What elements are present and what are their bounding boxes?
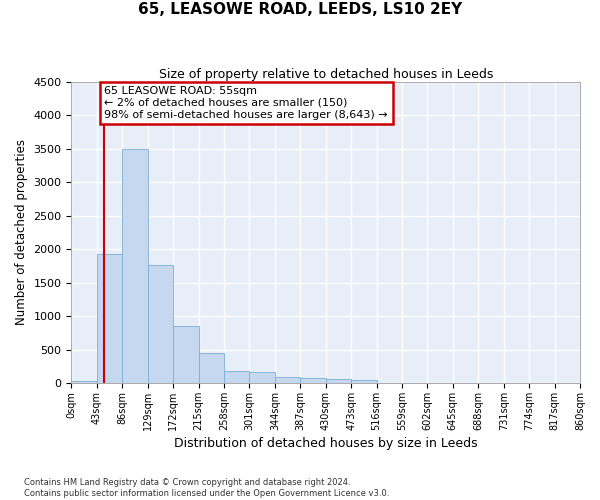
- Bar: [71, 381, 97, 383]
- Bar: [275, 377, 300, 383]
- Text: 65, LEASOWE ROAD, LEEDS, LS10 2EY: 65, LEASOWE ROAD, LEEDS, LS10 2EY: [138, 2, 462, 18]
- Bar: [300, 378, 326, 383]
- Text: Contains HM Land Registry data © Crown copyright and database right 2024.
Contai: Contains HM Land Registry data © Crown c…: [24, 478, 389, 498]
- Bar: [148, 265, 173, 383]
- Bar: [250, 372, 275, 383]
- Bar: [326, 380, 351, 383]
- Bar: [199, 353, 224, 383]
- Bar: [351, 380, 377, 383]
- X-axis label: Distribution of detached houses by size in Leeds: Distribution of detached houses by size …: [174, 437, 478, 450]
- Bar: [97, 254, 122, 383]
- Y-axis label: Number of detached properties: Number of detached properties: [15, 140, 28, 326]
- Bar: [173, 326, 199, 383]
- Text: 65 LEASOWE ROAD: 55sqm
← 2% of detached houses are smaller (150)
98% of semi-det: 65 LEASOWE ROAD: 55sqm ← 2% of detached …: [104, 86, 388, 120]
- Title: Size of property relative to detached houses in Leeds: Size of property relative to detached ho…: [158, 68, 493, 80]
- Bar: [122, 150, 148, 383]
- Bar: [224, 372, 250, 383]
